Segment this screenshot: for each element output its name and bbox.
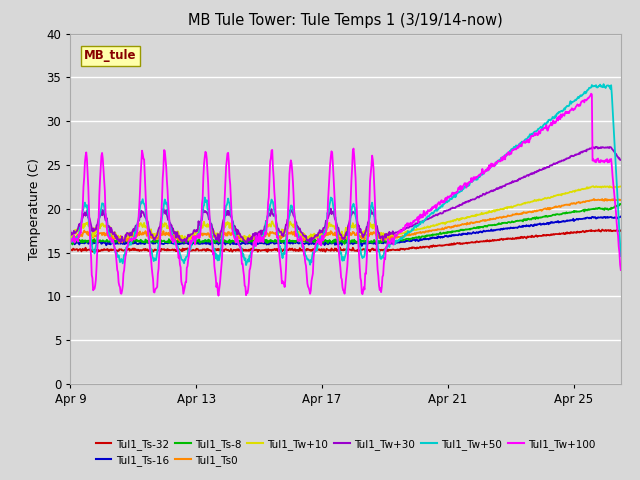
Tul1_Ts0 — [484, 217, 492, 223]
Tul1_Tw+10 — [67, 236, 74, 241]
Line: Tul1_Ts0: Tul1_Ts0 — [70, 199, 621, 243]
Tul1_Tw+100 — [214, 293, 222, 299]
Tul1_Tw+50 — [617, 253, 625, 259]
Tul1_Ts-8 — [541, 213, 549, 219]
Text: MB_tule: MB_tule — [84, 49, 137, 62]
Tul1_Tw+10 — [186, 238, 193, 244]
Tul1_Ts-16 — [484, 228, 492, 233]
Line: Tul1_Tw+10: Tul1_Tw+10 — [70, 186, 621, 241]
Tul1_Ts-8 — [401, 237, 409, 242]
Tul1_Ts-32 — [484, 238, 492, 244]
Tul1_Tw+30 — [401, 226, 409, 232]
Tul1_Ts0 — [418, 230, 426, 236]
Tul1_Ts-16 — [541, 221, 549, 227]
Tul1_Tw+100 — [418, 215, 426, 220]
Tul1_Tw+30 — [100, 210, 108, 216]
Tul1_Tw+50 — [484, 167, 492, 172]
Tul1_Ts-32 — [617, 228, 625, 233]
Tul1_Tw+30 — [617, 157, 625, 163]
Tul1_Ts-16 — [67, 241, 74, 247]
Tul1_Ts-8 — [101, 239, 109, 244]
Tul1_Tw+30 — [541, 166, 549, 171]
Line: Tul1_Tw+30: Tul1_Tw+30 — [70, 147, 621, 243]
Tul1_Tw+30 — [484, 190, 492, 195]
Tul1_Ts-32 — [401, 246, 409, 252]
Tul1_Tw+10 — [418, 226, 426, 231]
Tul1_Tw+30 — [387, 230, 395, 236]
Tul1_Ts-8 — [418, 234, 426, 240]
Tul1_Ts-32 — [209, 249, 216, 255]
Tul1_Tw+100 — [617, 267, 625, 273]
Tul1_Tw+50 — [600, 81, 607, 87]
Tul1_Ts0 — [541, 206, 549, 212]
Tul1_Tw+10 — [401, 229, 409, 235]
Tul1_Ts-32 — [67, 247, 74, 253]
Tul1_Tw+10 — [484, 210, 492, 216]
Tul1_Ts-8 — [617, 201, 625, 207]
Tul1_Ts-8 — [68, 241, 76, 247]
Tul1_Tw+50 — [242, 262, 250, 268]
Tul1_Ts-16 — [418, 237, 426, 243]
Tul1_Ts-32 — [387, 247, 395, 253]
Legend: Tul1_Ts-32, Tul1_Ts-16, Tul1_Ts-8, Tul1_Ts0, Tul1_Tw+10, Tul1_Tw+30, Tul1_Tw+50,: Tul1_Ts-32, Tul1_Ts-16, Tul1_Ts-8, Tul1_… — [92, 435, 600, 470]
Tul1_Ts0 — [67, 234, 74, 240]
Line: Tul1_Ts-32: Tul1_Ts-32 — [70, 229, 621, 252]
Tul1_Tw+30 — [242, 240, 250, 246]
Tul1_Ts-16 — [401, 239, 409, 245]
Tul1_Tw+100 — [588, 91, 595, 96]
Line: Tul1_Tw+50: Tul1_Tw+50 — [70, 84, 621, 265]
Tul1_Ts-8 — [616, 201, 624, 207]
Tul1_Tw+100 — [67, 238, 74, 244]
Tul1_Tw+50 — [387, 239, 395, 244]
Line: Tul1_Ts-8: Tul1_Ts-8 — [70, 204, 621, 244]
Tul1_Tw+100 — [484, 167, 492, 173]
Tul1_Ts-32 — [100, 246, 108, 252]
Tul1_Tw+50 — [100, 204, 108, 210]
Tul1_Tw+50 — [541, 120, 549, 126]
Tul1_Ts0 — [387, 233, 395, 239]
Tul1_Ts-32 — [418, 245, 426, 251]
Tul1_Tw+10 — [100, 224, 108, 229]
Tul1_Tw+30 — [418, 219, 426, 225]
Tul1_Ts0 — [590, 196, 598, 202]
Tul1_Tw+30 — [67, 228, 74, 234]
Tul1_Ts-8 — [484, 222, 492, 228]
Tul1_Ts-16 — [387, 240, 395, 246]
Tul1_Ts-8 — [387, 238, 395, 244]
Tul1_Tw+10 — [541, 195, 549, 201]
Tul1_Tw+50 — [418, 219, 426, 225]
Tul1_Ts-32 — [598, 227, 606, 232]
Tul1_Ts0 — [115, 240, 123, 246]
Tul1_Tw+100 — [387, 240, 395, 246]
Tul1_Ts-32 — [541, 233, 549, 239]
Tul1_Ts-16 — [100, 240, 108, 246]
Tul1_Ts0 — [617, 197, 625, 203]
Tul1_Tw+50 — [67, 239, 74, 245]
Tul1_Tw+100 — [541, 125, 549, 131]
Tul1_Tw+10 — [387, 231, 395, 237]
Tul1_Ts-16 — [617, 214, 625, 219]
Tul1_Tw+10 — [606, 183, 614, 189]
Line: Tul1_Tw+100: Tul1_Tw+100 — [70, 94, 621, 296]
Y-axis label: Temperature (C): Temperature (C) — [28, 158, 41, 260]
Tul1_Tw+10 — [617, 184, 625, 190]
Tul1_Tw+100 — [401, 223, 409, 228]
Line: Tul1_Ts-16: Tul1_Ts-16 — [70, 216, 621, 246]
Tul1_Tw+30 — [593, 144, 600, 150]
Tul1_Ts-16 — [358, 243, 365, 249]
Tul1_Ts0 — [100, 230, 108, 236]
Tul1_Ts-8 — [67, 238, 74, 244]
Tul1_Tw+100 — [100, 178, 108, 184]
Tul1_Ts0 — [401, 232, 409, 238]
Title: MB Tule Tower: Tule Temps 1 (3/19/14-now): MB Tule Tower: Tule Temps 1 (3/19/14-now… — [188, 13, 503, 28]
Tul1_Tw+50 — [401, 231, 409, 237]
